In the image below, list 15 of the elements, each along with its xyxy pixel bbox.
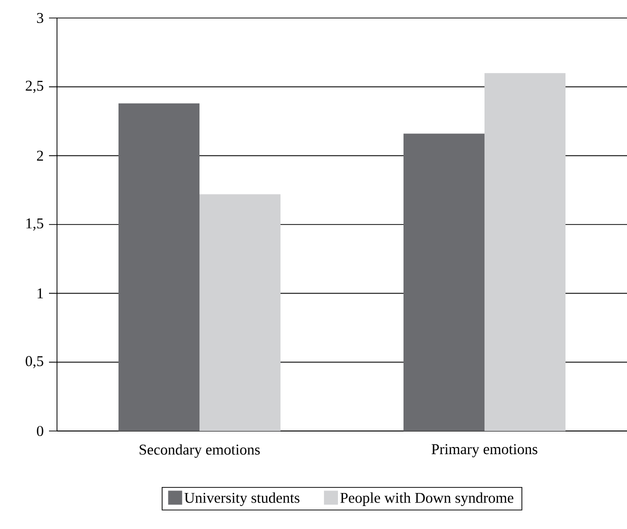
y-tick-label: 1 [38,288,43,298]
y-tick-label: 1,5 [26,218,44,231]
y-tick-label: 0 [36,426,44,436]
y-tick-label: 2,5 [26,80,44,93]
legend-label: People with Down syndrome [340,492,514,506]
y-tick-label: 0,5 [26,356,44,368]
x-tick-label: Secondary emotions [140,444,260,458]
y-tick-label: 2 [37,150,43,161]
bar [200,194,281,431]
bar [484,73,566,431]
y-tick-label: 3 [37,12,44,24]
legend-label: University students [184,492,300,506]
bar [404,134,485,431]
bar [118,103,200,431]
x-tick-label: Primary emotions [432,444,538,458]
